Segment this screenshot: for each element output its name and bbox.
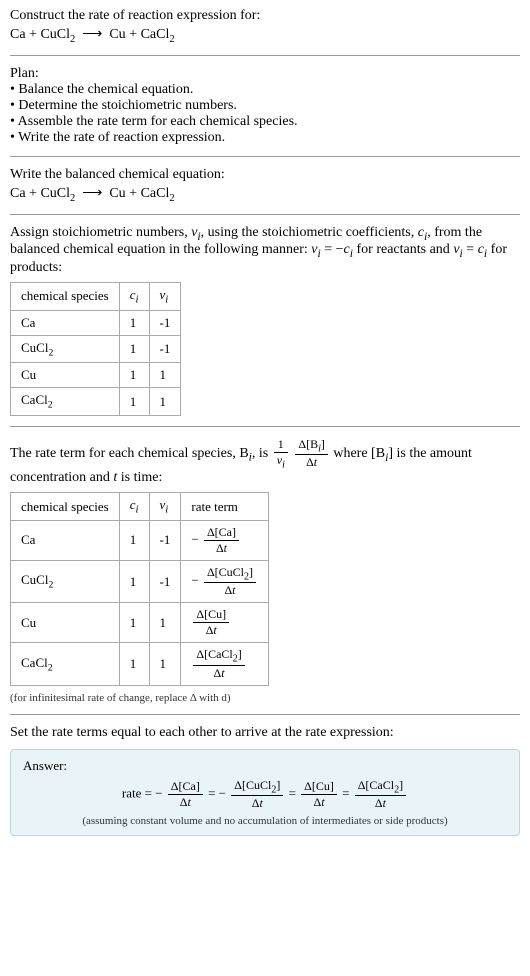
cell-species: Ca — [11, 520, 120, 560]
cell-species: Ca — [11, 310, 120, 335]
plan-item: • Assemble the rate term for each chemic… — [10, 114, 520, 130]
cell-species: CuCl2 — [11, 560, 120, 602]
col-species: chemical species — [11, 493, 120, 521]
divider — [10, 714, 520, 715]
balanced-section: Write the balanced chemical equation: Ca… — [10, 167, 520, 204]
divider — [10, 426, 520, 427]
cell-ci: 1 — [119, 560, 149, 602]
plan-item: • Determine the stoichiometric numbers. — [10, 98, 520, 114]
cell-ci: 1 — [119, 643, 149, 685]
balanced-title: Write the balanced chemical equation: — [10, 167, 520, 183]
answer-equation: rate = − Δ[Ca]Δt = − Δ[CuCl2]Δt = Δ[Cu]Δ… — [23, 778, 507, 811]
rateterm-table: chemical species ci νi rate term Ca1-1− … — [10, 492, 269, 685]
col-ci: ci — [119, 493, 149, 521]
col-species: chemical species — [11, 283, 120, 311]
col-rate: rate term — [181, 493, 269, 521]
table-row: Ca1-1 — [11, 310, 181, 335]
rateterm-intro: The rate term for each chemical species,… — [10, 437, 520, 486]
cell-vi: -1 — [149, 520, 181, 560]
stoich-section: Assign stoichiometric numbers, νi, using… — [10, 225, 520, 416]
divider — [10, 214, 520, 215]
cell-vi: 1 — [149, 643, 181, 685]
table-row: Cu11 — [11, 363, 181, 388]
plan-title: Plan: — [10, 66, 520, 82]
table-row: CaCl211 — [11, 388, 181, 416]
answer-note: (assuming constant volume and no accumul… — [23, 815, 507, 827]
cell-rate: Δ[CaCl2]Δt — [181, 643, 269, 685]
plan-item: • Balance the chemical equation. — [10, 82, 520, 98]
frac-one-over-vi: 1νi — [274, 437, 288, 470]
col-vi: νi — [149, 283, 181, 311]
col-ci: ci — [119, 283, 149, 311]
final-section: Set the rate terms equal to each other t… — [10, 725, 520, 836]
rateterm-section: The rate term for each chemical species,… — [10, 437, 520, 704]
cell-rate: − Δ[Ca]Δt — [181, 520, 269, 560]
answer-label: Answer: — [23, 758, 507, 774]
prompt-title: Construct the rate of reaction expressio… — [10, 8, 520, 24]
table-row: CuCl21-1− Δ[CuCl2]Δt — [11, 560, 269, 602]
cell-vi: 1 — [149, 603, 181, 643]
cell-species: CaCl2 — [11, 643, 120, 685]
cell-vi: -1 — [149, 560, 181, 602]
cell-rate: − Δ[CuCl2]Δt — [181, 560, 269, 602]
final-title: Set the rate terms equal to each other t… — [10, 725, 520, 741]
cell-rate: Δ[Cu]Δt — [181, 603, 269, 643]
cell-species: Cu — [11, 603, 120, 643]
table-row: Ca1-1− Δ[Ca]Δt — [11, 520, 269, 560]
cell-ci: 1 — [119, 310, 149, 335]
cell-species: CaCl2 — [11, 388, 120, 416]
plan-item: • Write the rate of reaction expression. — [10, 130, 520, 146]
cell-vi: 1 — [149, 388, 181, 416]
rateterm-footnote: (for infinitesimal rate of change, repla… — [10, 692, 520, 704]
stoich-intro: Assign stoichiometric numbers, νi, using… — [10, 225, 520, 277]
cell-vi: -1 — [149, 335, 181, 363]
cell-ci: 1 — [119, 335, 149, 363]
table-row: Cu11Δ[Cu]Δt — [11, 603, 269, 643]
table-header-row: chemical species ci νi — [11, 283, 181, 311]
cell-species: CuCl2 — [11, 335, 120, 363]
table-header-row: chemical species ci νi rate term — [11, 493, 269, 521]
cell-ci: 1 — [119, 388, 149, 416]
cell-vi: 1 — [149, 363, 181, 388]
col-vi: νi — [149, 493, 181, 521]
answer-box: Answer: rate = − Δ[Ca]Δt = − Δ[CuCl2]Δt … — [10, 749, 520, 836]
balanced-equation: Ca + CuCl2 ⟶ Cu + CaCl2 — [10, 185, 520, 204]
divider — [10, 55, 520, 56]
prompt-section: Construct the rate of reaction expressio… — [10, 8, 520, 45]
frac-dbi-dt: Δ[Bi]Δt — [295, 437, 328, 470]
table-row: CaCl211Δ[CaCl2]Δt — [11, 643, 269, 685]
divider — [10, 156, 520, 157]
cell-ci: 1 — [119, 603, 149, 643]
cell-ci: 1 — [119, 520, 149, 560]
cell-vi: -1 — [149, 310, 181, 335]
stoich-table: chemical species ci νi Ca1-1CuCl21-1Cu11… — [10, 282, 181, 416]
table-row: CuCl21-1 — [11, 335, 181, 363]
cell-ci: 1 — [119, 363, 149, 388]
prompt-equation: Ca + CuCl2 ⟶ Cu + CaCl2 — [10, 26, 520, 45]
cell-species: Cu — [11, 363, 120, 388]
plan-section: Plan: • Balance the chemical equation. •… — [10, 66, 520, 146]
